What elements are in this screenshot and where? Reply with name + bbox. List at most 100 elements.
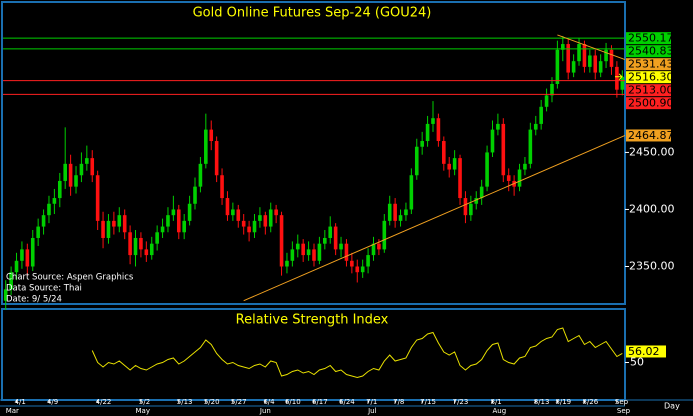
candle-body (133, 237, 138, 256)
candle-body (241, 220, 246, 227)
y-tick-label: 2400.00 (629, 202, 675, 215)
price-box-label: 2500.90 (628, 97, 674, 110)
candle-body (63, 163, 67, 181)
x-tick-label: 5/2 (139, 398, 150, 406)
candle-body (366, 255, 370, 267)
candle-body (452, 158, 457, 170)
candle-body (414, 146, 419, 176)
candle-body (571, 61, 576, 73)
candle-body (409, 175, 414, 210)
trend-line (243, 135, 626, 302)
rsi-tick-label: 50 (630, 356, 644, 369)
y-tick-label: 2350.00 (629, 259, 675, 272)
x-tick-label: 7/23 (453, 398, 469, 406)
candle-body (469, 203, 473, 216)
x-tick-label: 5/27 (231, 398, 247, 406)
candle-body (496, 123, 500, 130)
candle-body (166, 215, 170, 227)
candle-body (225, 198, 230, 216)
candle-body (204, 129, 208, 164)
x-tick-label: 4/22 (96, 398, 112, 406)
candle-body (301, 243, 305, 256)
candle-body (360, 266, 365, 273)
candle-body (550, 83, 554, 96)
candle-body (79, 163, 84, 176)
candle-body (588, 55, 592, 67)
candle-body (431, 118, 435, 124)
candle-body (371, 243, 376, 256)
x-tick-label: 6/10 (285, 398, 301, 406)
candle-body (263, 215, 268, 227)
candle-body (463, 198, 468, 216)
x-tick-label: 7/15 (420, 398, 436, 406)
rsi-title: Relative Strength Index (236, 313, 389, 328)
candle-body (393, 203, 397, 221)
price-box-label: 2540.83 (628, 45, 674, 58)
candle-body (501, 123, 506, 176)
x-tick-label: 6/4 (263, 398, 275, 406)
price-box-label: 2464.87 (628, 129, 674, 142)
x-tick-label: 5/13 (177, 398, 193, 406)
candle-body (566, 44, 571, 73)
month-label: Mar (6, 407, 19, 415)
candle-body (117, 215, 122, 227)
rsi-value-label: 56.02 (628, 345, 660, 358)
candle-body (101, 220, 105, 238)
candle-body (598, 61, 603, 73)
candle-body (144, 249, 149, 256)
candle-body (474, 198, 479, 204)
candle-body (128, 232, 132, 256)
price-box (626, 45, 671, 58)
candle-body (171, 209, 176, 216)
candle-body (420, 141, 424, 147)
candle-body (539, 106, 543, 124)
candle-body (604, 49, 608, 62)
candle-body (404, 209, 408, 216)
price-box-label: 2513.00 (628, 84, 674, 97)
price-box-label: 2531.43 (628, 58, 674, 71)
x-tick-label: 8/13 (534, 398, 550, 406)
candle-body (436, 118, 441, 142)
candle-body (182, 220, 186, 233)
candle-body (36, 226, 40, 238)
candle-body (312, 249, 316, 261)
candle-body (425, 123, 430, 142)
price-box-label: 2516.30 (628, 71, 674, 84)
candle-body (68, 163, 73, 187)
x-tick-label: 7/8 (393, 398, 404, 406)
candle-body (160, 226, 165, 233)
x-tick-label: 5/20 (204, 398, 220, 406)
candle-body (74, 175, 78, 187)
candle-body (14, 260, 19, 273)
candle-body (285, 260, 289, 267)
candle-body (30, 237, 35, 267)
x-tick-label: 6/17 (312, 398, 328, 406)
last-price-arrow (615, 73, 623, 81)
candle-body (41, 215, 46, 227)
month-label: Aug (492, 407, 506, 415)
candle-body (577, 44, 581, 62)
candle-body (620, 76, 625, 90)
candle-body (85, 158, 89, 164)
candle-body (555, 49, 560, 84)
candle-body (323, 237, 327, 244)
candle-body (344, 243, 349, 261)
candle-body (25, 249, 30, 267)
candle-body (333, 226, 338, 250)
candle-body (355, 266, 360, 273)
price-box (626, 129, 671, 142)
x-tick-label: 4/1 (15, 398, 26, 406)
candle-body (258, 215, 262, 221)
candle-body (339, 243, 343, 250)
candle-body (447, 163, 452, 170)
annotation: Date: 9/ 5/24 (6, 295, 62, 305)
candle-body (214, 141, 219, 176)
month-label: Sep (617, 407, 631, 415)
price-box (626, 97, 671, 110)
candle-body (268, 209, 273, 227)
price-box (626, 32, 671, 45)
candle-body (387, 203, 392, 221)
candle-body (193, 186, 197, 204)
